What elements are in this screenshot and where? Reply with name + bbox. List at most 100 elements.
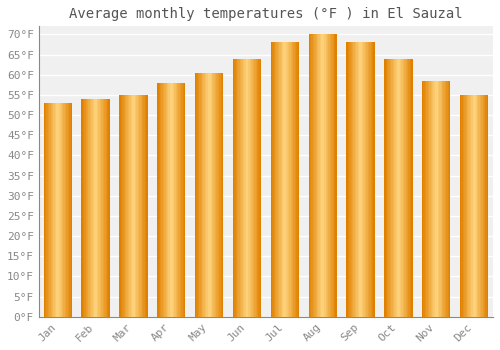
Bar bbox=[284, 42, 285, 317]
Bar bbox=[434, 81, 435, 317]
Bar bbox=[119, 95, 120, 317]
Bar bbox=[438, 81, 439, 317]
Bar bbox=[222, 73, 224, 317]
Bar bbox=[474, 95, 476, 317]
Bar bbox=[317, 34, 318, 317]
Bar bbox=[174, 83, 176, 317]
Bar bbox=[272, 42, 274, 317]
Bar bbox=[83, 99, 84, 317]
Bar bbox=[256, 58, 257, 317]
Bar bbox=[134, 95, 135, 317]
Bar bbox=[288, 42, 289, 317]
Bar bbox=[177, 83, 178, 317]
Bar bbox=[257, 58, 258, 317]
Bar bbox=[331, 34, 332, 317]
Bar bbox=[205, 73, 206, 317]
Bar bbox=[126, 95, 128, 317]
Bar bbox=[314, 34, 316, 317]
Bar bbox=[96, 99, 97, 317]
Bar bbox=[215, 73, 216, 317]
Bar bbox=[125, 95, 126, 317]
Bar bbox=[142, 95, 144, 317]
Bar bbox=[328, 34, 330, 317]
Bar bbox=[58, 103, 59, 317]
Bar bbox=[106, 99, 107, 317]
Bar bbox=[258, 58, 260, 317]
Bar bbox=[55, 103, 56, 317]
Bar bbox=[181, 83, 182, 317]
Bar bbox=[480, 95, 481, 317]
Bar bbox=[398, 58, 400, 317]
Bar bbox=[402, 58, 404, 317]
Bar bbox=[366, 42, 368, 317]
Bar bbox=[425, 81, 426, 317]
Bar bbox=[316, 34, 317, 317]
Bar bbox=[270, 42, 272, 317]
Bar bbox=[196, 73, 198, 317]
Bar bbox=[218, 73, 219, 317]
Bar bbox=[182, 83, 184, 317]
Bar bbox=[87, 99, 88, 317]
Bar bbox=[170, 83, 172, 317]
Bar bbox=[442, 81, 444, 317]
Bar bbox=[214, 73, 215, 317]
Bar bbox=[348, 42, 349, 317]
Bar bbox=[233, 58, 234, 317]
Bar bbox=[422, 81, 424, 317]
Bar bbox=[180, 83, 181, 317]
Bar bbox=[176, 83, 177, 317]
Bar bbox=[289, 42, 290, 317]
Bar bbox=[157, 83, 158, 317]
Bar bbox=[104, 99, 106, 317]
Bar bbox=[448, 81, 449, 317]
Bar bbox=[466, 95, 467, 317]
Bar bbox=[242, 58, 244, 317]
Bar bbox=[468, 95, 470, 317]
Bar bbox=[204, 73, 205, 317]
Bar bbox=[406, 58, 407, 317]
Bar bbox=[472, 95, 474, 317]
Bar bbox=[330, 34, 331, 317]
Bar bbox=[356, 42, 358, 317]
Bar bbox=[208, 73, 209, 317]
Bar bbox=[397, 58, 398, 317]
Bar bbox=[320, 34, 322, 317]
Bar bbox=[359, 42, 360, 317]
Bar bbox=[408, 58, 410, 317]
Bar bbox=[54, 103, 55, 317]
Bar bbox=[209, 73, 210, 317]
Bar bbox=[136, 95, 138, 317]
Bar bbox=[436, 81, 438, 317]
Bar bbox=[460, 95, 462, 317]
Bar bbox=[48, 103, 49, 317]
Bar bbox=[172, 83, 174, 317]
Bar bbox=[240, 58, 242, 317]
Bar bbox=[439, 81, 440, 317]
Bar bbox=[234, 58, 235, 317]
Bar bbox=[276, 42, 278, 317]
Bar bbox=[327, 34, 328, 317]
Bar bbox=[336, 34, 337, 317]
Bar bbox=[59, 103, 60, 317]
Bar bbox=[400, 58, 402, 317]
Bar bbox=[313, 34, 314, 317]
Bar bbox=[435, 81, 436, 317]
Bar bbox=[286, 42, 288, 317]
Bar bbox=[246, 58, 247, 317]
Bar bbox=[424, 81, 425, 317]
Bar bbox=[56, 103, 58, 317]
Title: Average monthly temperatures (°F ) in El Sauzal: Average monthly temperatures (°F ) in El… bbox=[69, 7, 462, 21]
Bar bbox=[94, 99, 96, 317]
Bar bbox=[167, 83, 168, 317]
Bar bbox=[219, 73, 220, 317]
Bar bbox=[372, 42, 374, 317]
Bar bbox=[145, 95, 146, 317]
Bar bbox=[444, 81, 445, 317]
Bar bbox=[394, 58, 396, 317]
Bar bbox=[163, 83, 164, 317]
Bar bbox=[124, 95, 125, 317]
Bar bbox=[296, 42, 298, 317]
Bar bbox=[146, 95, 148, 317]
Bar bbox=[135, 95, 136, 317]
Bar bbox=[138, 95, 139, 317]
